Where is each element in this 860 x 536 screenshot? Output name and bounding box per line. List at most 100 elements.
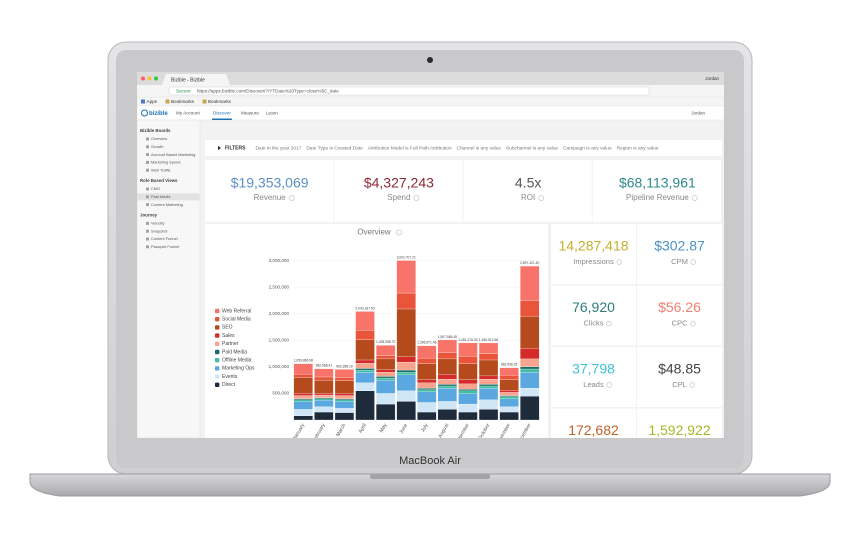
bar-segment xyxy=(376,393,396,405)
kpi-card xyxy=(463,160,592,222)
metric-card xyxy=(551,408,636,438)
bar-segment xyxy=(396,361,416,371)
metric-value: $48.85 xyxy=(658,361,701,377)
total-label: 1,059,866.98 xyxy=(294,359,313,363)
bar-segment xyxy=(355,359,375,364)
browser-tab[interactable] xyxy=(162,74,230,85)
bar-segment xyxy=(478,388,499,400)
sidebar-section-title: Bizible Boards xyxy=(140,128,171,133)
total-label: 952,358.19 xyxy=(336,364,353,368)
filter-item[interactable]: Region is any value xyxy=(617,145,659,151)
sidebar-item[interactable]: Velocity xyxy=(151,221,164,226)
sidebar-item-icon xyxy=(146,229,149,233)
filter-item[interactable]: Channel is any value xyxy=(457,145,502,151)
sidebar-item[interactable]: Account Based Marketing xyxy=(151,152,195,157)
filter-item[interactable]: Attribution Model is Full Path Attributi… xyxy=(368,145,452,151)
metric-value: 1,592,922 xyxy=(648,422,710,438)
info-icon[interactable] xyxy=(690,259,697,265)
sidebar-item[interactable]: Content Marketing xyxy=(151,202,183,207)
bar-segment xyxy=(499,392,519,396)
filter-caret xyxy=(218,145,221,151)
close-button[interactable] xyxy=(141,76,145,81)
zoom-button[interactable] xyxy=(154,76,158,81)
bar-segment xyxy=(314,380,334,394)
logo[interactable]: bizible xyxy=(149,111,168,117)
sidebar-item[interactable]: Passport Funnel xyxy=(151,244,179,249)
bar-segment xyxy=(437,388,457,402)
metric-label: Leads xyxy=(583,380,604,389)
nav-item[interactable]: My Account xyxy=(176,111,200,116)
bar-segment xyxy=(417,389,437,392)
bar-segment xyxy=(355,382,375,391)
y-tick-label: 1,500,000 xyxy=(269,338,290,343)
total-label: 1,507,586.49 xyxy=(438,335,457,339)
bar-segment xyxy=(396,374,416,391)
bar-segment xyxy=(478,385,499,389)
tab-bar xyxy=(137,72,724,85)
legend-label: Events xyxy=(222,374,238,380)
chart-title: Overview xyxy=(357,228,391,237)
bar-segment xyxy=(458,383,478,390)
bar-segment xyxy=(417,382,437,389)
kpi-card xyxy=(592,160,721,222)
sidebar-section-title: Role Based Views xyxy=(140,178,178,183)
info-icon[interactable] xyxy=(689,382,695,388)
filter-label[interactable]: FILTERS xyxy=(225,146,246,152)
kpi-value: $19,353,069 xyxy=(231,175,309,191)
sidebar-item[interactable]: Snapshot xyxy=(151,228,168,233)
sidebar-item[interactable]: Web Traffic xyxy=(151,167,171,172)
info-icon[interactable] xyxy=(288,195,295,201)
bar-segment xyxy=(499,367,519,376)
bar-segment xyxy=(334,393,355,396)
bar-segment xyxy=(376,345,396,356)
bar-segment xyxy=(396,308,416,357)
sidebar-item-icon xyxy=(146,160,149,164)
info-icon[interactable] xyxy=(606,382,612,388)
sidebar-item[interactable]: Overview xyxy=(151,136,167,141)
total-label: 1,450,912.66 xyxy=(479,338,498,342)
bar-segment xyxy=(314,368,334,378)
sidebar-item[interactable]: Paid Media xyxy=(151,194,171,199)
info-icon[interactable] xyxy=(691,195,698,201)
x-tick-label: May xyxy=(379,422,389,434)
app-user[interactable]: Jordan xyxy=(691,110,705,115)
bar-segment xyxy=(355,311,375,331)
legend-label: Paid Media xyxy=(222,349,247,355)
nav-item[interactable]: Measure xyxy=(241,111,259,116)
legend-swatch xyxy=(215,333,220,338)
bar-segment xyxy=(334,408,355,413)
metric-label: CPL xyxy=(672,380,687,389)
nav-item[interactable]: Discover xyxy=(213,111,231,116)
screen: Bizible - Bizible Jordan Secure https://… xyxy=(137,72,724,438)
total-label: 1,396,571.46 xyxy=(417,341,436,345)
minimize-button[interactable] xyxy=(147,76,152,81)
bar-segment xyxy=(314,398,334,401)
browser-user: Jordan xyxy=(705,76,719,81)
info-icon[interactable] xyxy=(413,195,420,201)
sidebar-item[interactable]: Content Funnel xyxy=(151,236,178,241)
kpi-label: Spend xyxy=(387,193,410,202)
sidebar-item[interactable]: Growth xyxy=(151,144,164,149)
bar-segment xyxy=(458,356,478,364)
sidebar-item[interactable]: CMO xyxy=(151,186,160,191)
sidebar-item[interactable]: Marketing Spend xyxy=(151,160,180,165)
filter-item[interactable]: Campaign is any value xyxy=(563,145,612,151)
filter-item[interactable]: Date Type is Created Date xyxy=(306,145,363,151)
info-icon[interactable] xyxy=(606,320,612,327)
bookmark[interactable]: Bookmarks xyxy=(208,99,232,104)
nav-item[interactable]: Learn xyxy=(266,111,278,116)
laptop-base xyxy=(29,473,831,497)
info-icon[interactable] xyxy=(538,195,545,201)
bookmark[interactable]: Bookmarks xyxy=(171,99,195,104)
legend-label: Social Media xyxy=(222,317,251,323)
info-icon[interactable] xyxy=(690,320,696,327)
info-icon[interactable] xyxy=(616,259,622,265)
address-field[interactable] xyxy=(168,86,650,96)
url: https://apps.bizible.com/Discover/?/YTDa… xyxy=(197,88,339,93)
filter-item[interactable]: Subchannel is any value xyxy=(506,145,558,151)
info-icon[interactable] xyxy=(396,229,402,236)
filter-item[interactable]: Date in the year 2017 xyxy=(255,145,301,151)
bookmark[interactable]: Apps xyxy=(147,99,158,104)
bar-segment xyxy=(520,372,540,389)
laptop-label: MacBook Air xyxy=(399,455,461,467)
